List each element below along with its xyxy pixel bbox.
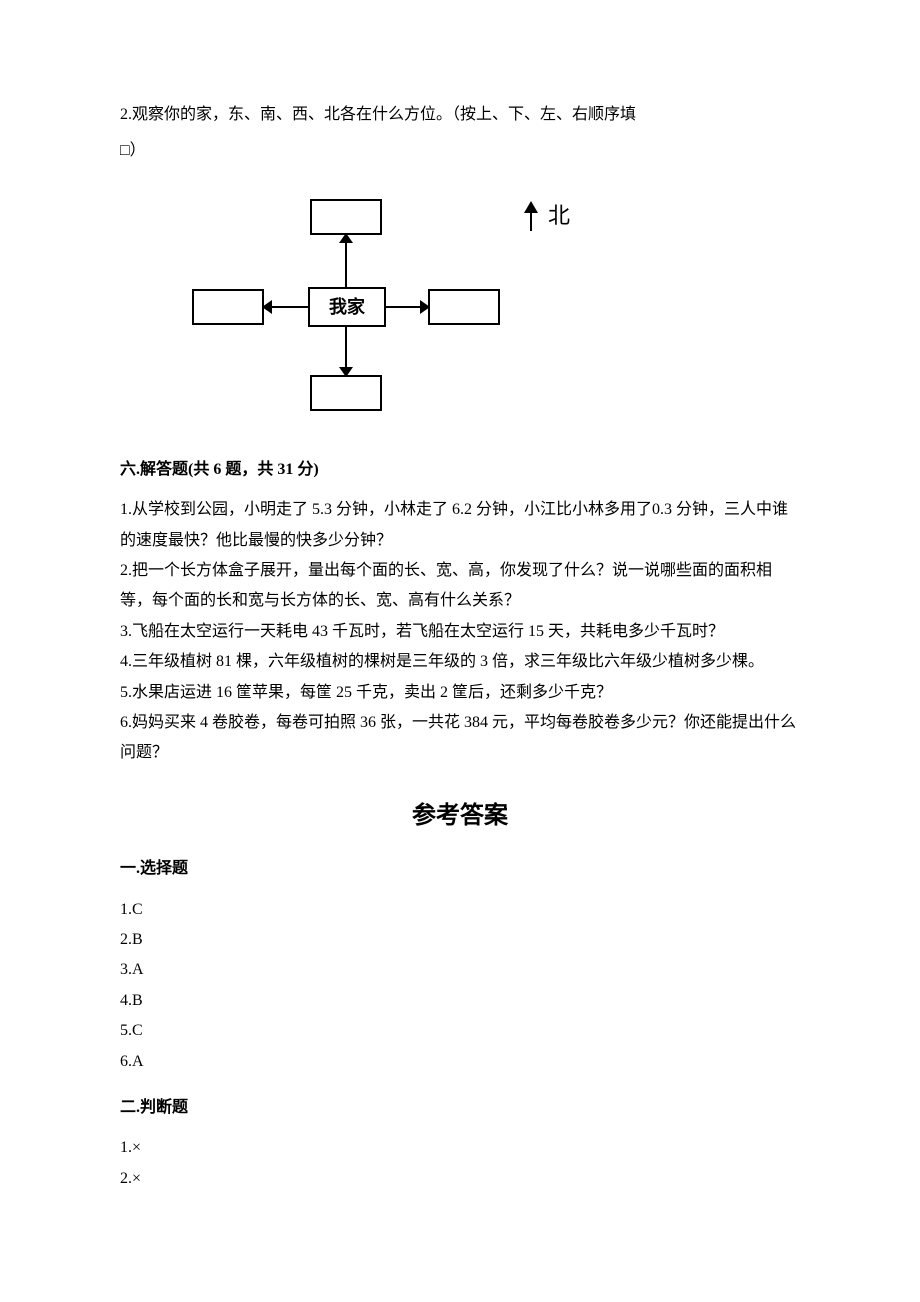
answers-sec2-list: 1.× 2.× (120, 1133, 800, 1194)
answer-item: 6.A (120, 1047, 800, 1077)
answer-item: 1.× (120, 1133, 800, 1163)
arrow-left-icon (262, 300, 272, 314)
box-center: 我家 (308, 287, 386, 327)
answer-item: 4.B (120, 986, 800, 1016)
answers-sec1-list: 1.C 2.B 3.A 4.B 5.C 6.A (120, 895, 800, 1077)
section-6-heading: 六.解答题(共 6 题，共 31 分) (120, 455, 800, 485)
center-label: 我家 (329, 290, 365, 324)
north-arrow-icon (524, 201, 538, 231)
answers-title: 参考答案 (120, 793, 800, 839)
north-label: 北 (548, 195, 570, 237)
q6-item: 1.从学校到公园，小明走了 5.3 分钟，小林走了 6.2 分钟，小江比小林多用… (120, 495, 800, 556)
q6-item: 5.水果店运进 16 筐苹果，每筐 25 千克，卖出 2 筐后，还剩多少千克？ (120, 678, 800, 708)
box-right (428, 289, 500, 325)
section-6-list: 1.从学校到公园，小明走了 5.3 分钟，小林走了 6.2 分钟，小江比小林多用… (120, 495, 800, 769)
q6-item: 4.三年级植树 81 棵，六年级植树的棵树是三年级的 3 倍，求三年级比六年级少… (120, 647, 800, 677)
answer-item: 3.A (120, 955, 800, 985)
box-top (310, 199, 382, 235)
question-2-line1: 2.观察你的家，东、南、西、北各在什么方位。（按上、下、左、右顺序填 (120, 100, 800, 130)
answers-sec2-heading: 二.判断题 (120, 1093, 800, 1123)
question-2-line2: □） (120, 136, 800, 166)
arrow-down-icon (339, 367, 353, 377)
answer-item: 1.C (120, 895, 800, 925)
q6-item: 2.把一个长方体盒子展开，量出每个面的长、宽、高，你发现了什么？说一说哪些面的面… (120, 556, 800, 617)
answers-sec1-heading: 一.选择题 (120, 854, 800, 884)
answer-item: 5.C (120, 1016, 800, 1046)
box-left (192, 289, 264, 325)
answer-item: 2.× (120, 1164, 800, 1194)
arrow-up-icon (339, 233, 353, 243)
direction-diagram: 北 我家 (160, 185, 580, 425)
q6-item: 6.妈妈买来 4 卷胶卷，每卷可拍照 36 张，一共花 384 元，平均每卷胶卷… (120, 708, 800, 769)
box-bottom (310, 375, 382, 411)
north-indicator: 北 (524, 195, 570, 237)
q6-item: 3.飞船在太空运行一天耗电 43 千瓦时，若飞船在太空运行 15 天，共耗电多少… (120, 617, 800, 647)
arrow-right-icon (420, 300, 430, 314)
page: 2.观察你的家，东、南、西、北各在什么方位。（按上、下、左、右顺序填 □） 北 … (0, 0, 920, 1302)
answer-item: 2.B (120, 925, 800, 955)
